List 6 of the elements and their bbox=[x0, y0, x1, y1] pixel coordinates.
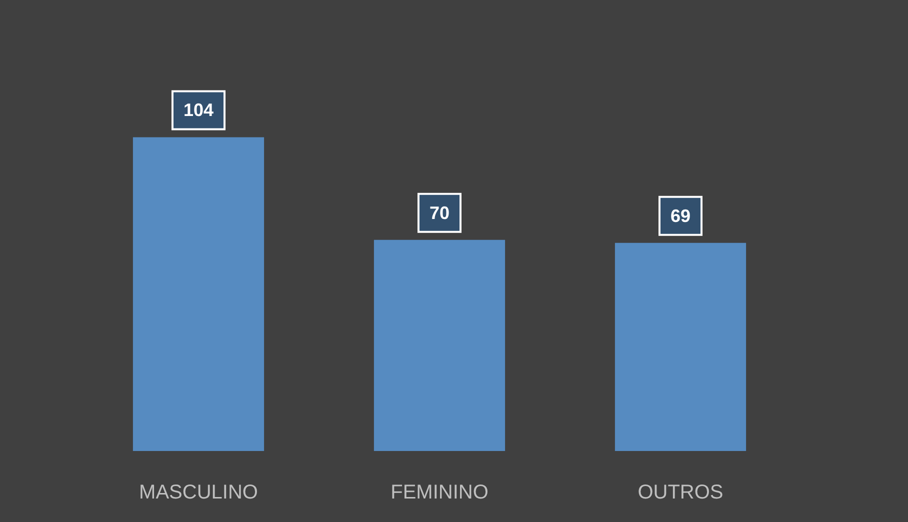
x-tick-label: FEMININO bbox=[390, 482, 488, 504]
x-tick-label: MASCULINO bbox=[139, 482, 258, 504]
data-label: 104 bbox=[183, 100, 214, 120]
data-label: 69 bbox=[670, 206, 691, 226]
data-label: 70 bbox=[429, 202, 450, 223]
x-tick-label: OUTROS bbox=[638, 482, 724, 504]
